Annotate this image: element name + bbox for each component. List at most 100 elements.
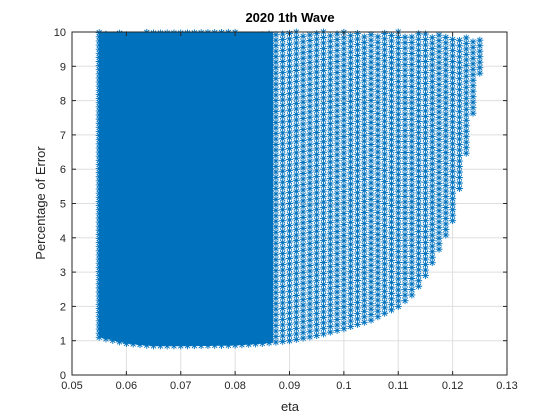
data-point [163,280,171,288]
data-point [286,123,293,131]
data-point [150,222,158,230]
data-point [374,33,382,41]
data-point [340,144,348,152]
data-point [163,111,171,119]
data-point [224,94,232,102]
data-point [435,152,443,160]
data-point [401,83,409,91]
data-point [136,44,144,52]
data-point [272,206,280,214]
data-point [95,189,103,197]
data-point [150,190,158,198]
data-point [428,248,436,256]
data-point [136,106,144,114]
data-point [340,105,348,113]
data-point [143,119,151,127]
data-point [170,83,178,91]
data-point [102,129,110,137]
data-point [279,129,287,137]
data-point [143,300,151,308]
data-point [394,302,402,310]
data-point [102,92,110,100]
data-point [150,136,158,144]
data-point [353,123,361,131]
data-point [462,111,470,119]
data-point [326,54,334,62]
data-point [258,35,266,43]
data-point [184,264,192,272]
data-point [116,95,124,103]
data-point [238,263,246,271]
data-point [435,64,443,72]
data-point [102,150,110,158]
data-point [136,320,144,328]
data-point [252,253,260,261]
data-point [299,323,307,331]
data-point [374,186,382,194]
data-point [360,214,368,222]
data-point [129,340,137,348]
data-point [353,244,361,252]
data-point [102,207,110,215]
data-point [122,282,130,290]
data-point [129,319,137,327]
x-tick-label: 0.06 [116,380,137,392]
data-point [136,131,144,139]
data-point [218,37,226,45]
data-point [408,203,416,211]
data-point [272,31,280,39]
data-point [442,127,450,135]
data-point [170,161,178,169]
data-point [156,70,164,78]
data-point [286,265,293,273]
data-point [286,79,293,87]
data-point [252,138,260,146]
data-point [122,35,130,43]
data-point [299,219,307,227]
data-point [184,124,192,132]
data-point [170,132,178,140]
data-point [211,86,219,94]
data-point [238,53,246,61]
data-point [449,206,457,214]
data-point [374,82,382,90]
data-point [245,77,253,85]
data-point [428,182,436,190]
data-point [394,182,402,190]
data-point [313,167,321,175]
data-point [245,291,253,299]
data-point [170,33,178,41]
data-point [150,202,158,210]
data-point [177,268,185,276]
data-point [442,50,450,58]
data-point [122,146,130,154]
data-point [421,63,429,71]
data-point [252,126,260,134]
data-point [190,78,198,86]
data-point [129,332,137,340]
data-point [102,67,110,75]
data-point [408,126,416,134]
data-point [292,330,300,338]
data-point [292,61,300,69]
data-point [367,217,375,225]
data-point [449,123,457,131]
data-point [381,221,389,229]
data-point [353,145,361,153]
data-point [211,239,219,247]
data-point [95,251,103,259]
data-point [252,241,260,249]
data-point [415,57,423,65]
data-point [231,218,239,226]
data-point [163,227,171,235]
data-point [428,149,436,157]
data-point [224,242,232,250]
data-point [272,283,280,291]
data-point [313,90,321,98]
data-point [224,317,232,325]
data-point [170,128,178,136]
data-point [333,233,341,241]
data-point [381,46,389,54]
data-point [224,57,232,65]
data-point [163,153,171,161]
